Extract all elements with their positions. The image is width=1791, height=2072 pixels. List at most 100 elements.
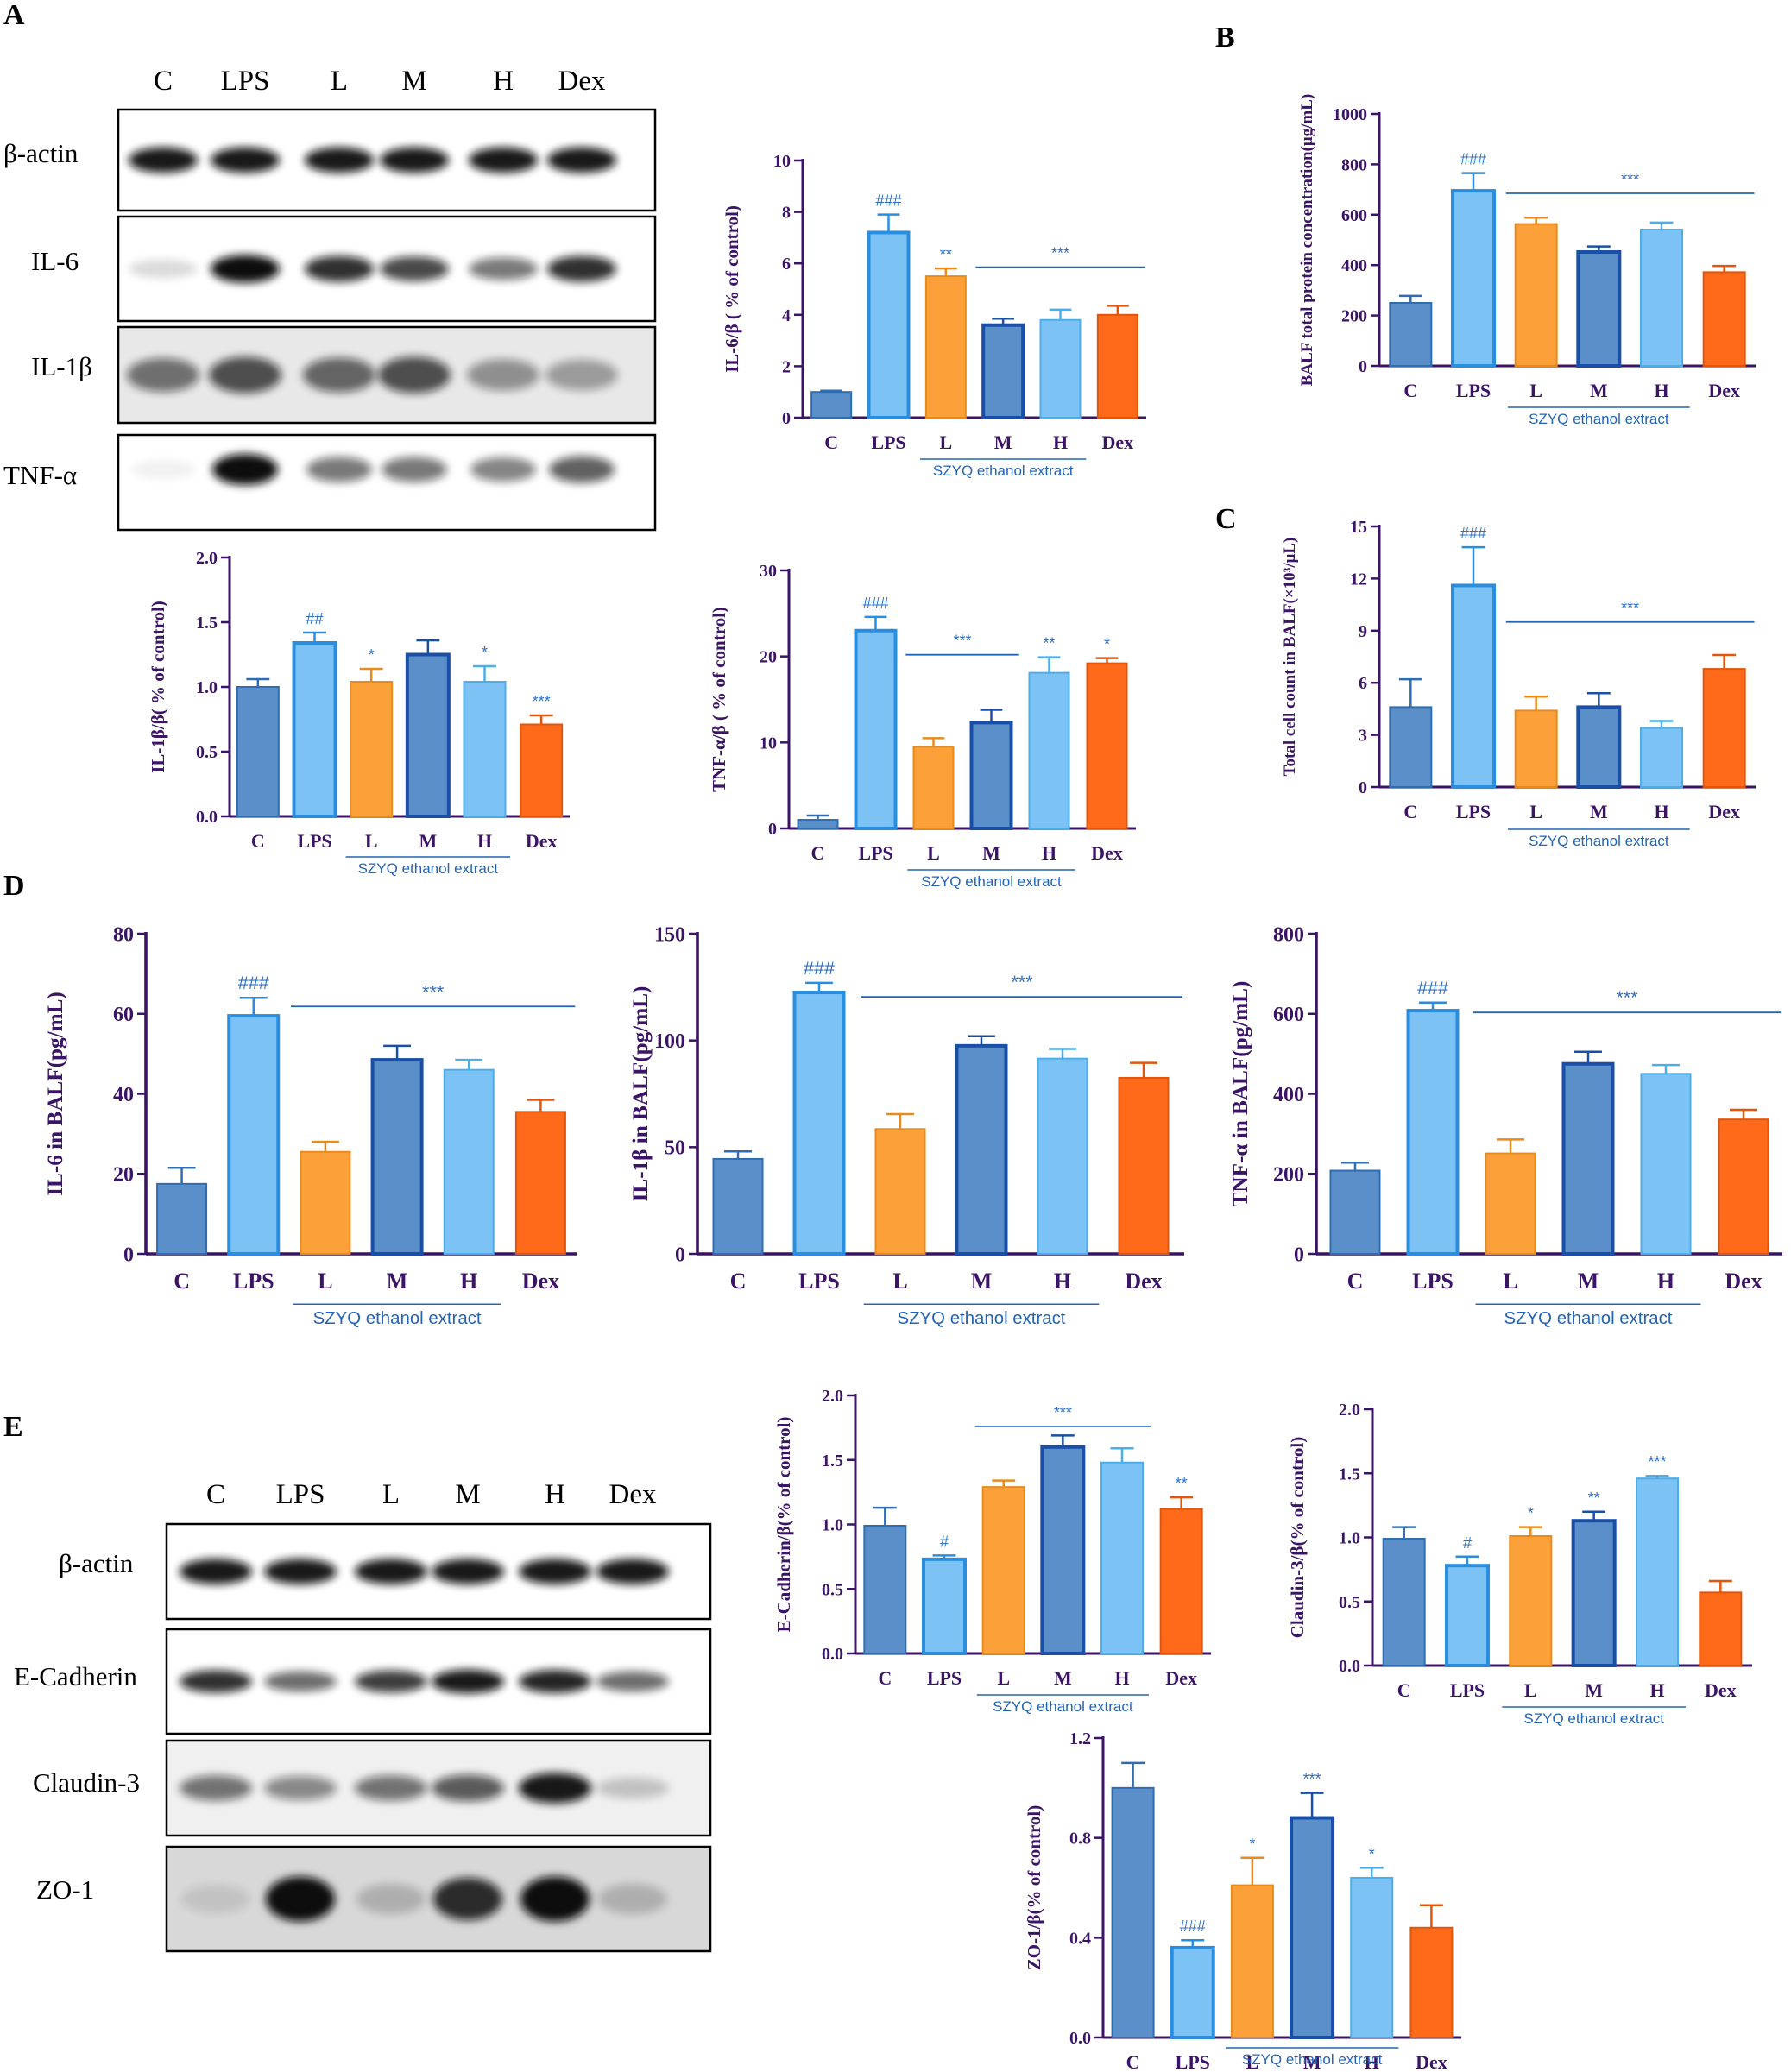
chart-ecad-wb: 0.0 0.5 1.0 1.5 2.0 E-Cadherin/β(% of control… [773, 1387, 1211, 1715]
blot-a-band [130, 459, 196, 480]
panel-label-c: C [1215, 503, 1237, 535]
bar-c [810, 391, 853, 419]
bar-dex [1096, 313, 1138, 419]
y-tick-label: 1.0 [196, 678, 218, 697]
bar-dex [1699, 1591, 1743, 1666]
group-label: SZYQ ethanol extract [921, 873, 1062, 890]
bar-lps [1451, 583, 1496, 789]
category-label-h: H [1654, 380, 1668, 401]
bar-c [1111, 1786, 1155, 2038]
y-axis-title: Claudin-3/β(% of control) [1287, 1437, 1308, 1639]
significance-label: ### [238, 972, 269, 993]
blot-a-band [209, 356, 281, 394]
category-label-h: H [1654, 801, 1668, 822]
y-tick-label: 8 [782, 204, 791, 223]
bar-h [1640, 229, 1683, 368]
bar-c [1389, 706, 1433, 788]
category-label-dex: Dex [526, 830, 558, 852]
category-label-l: L [1246, 2051, 1259, 2072]
category-label-dex: Dex [1708, 380, 1740, 401]
group-label: SZYQ ethanol extract [898, 1309, 1066, 1328]
bar-lps [1406, 1009, 1460, 1256]
blot-a-row-il1b: IL-1β [31, 351, 92, 381]
y-tick-label: 400 [1273, 1084, 1304, 1106]
y-tick-label: 2 [782, 357, 791, 376]
y-tick-label: 20 [760, 648, 777, 667]
blot-a-lane-h: H [493, 66, 514, 97]
blot-e-band [266, 1876, 335, 1922]
blot-e-band [355, 1775, 427, 1801]
significance-label: * [482, 644, 488, 661]
blot-a-band [378, 356, 451, 394]
category-label-h: H [1114, 1667, 1129, 1689]
group-label: SZYQ ethanol extract [1529, 833, 1669, 849]
group-label: SZYQ ethanol extract [933, 463, 1074, 479]
blot-a-band [545, 359, 618, 391]
blot-a-band [211, 147, 280, 173]
group-label: SZYQ ethanol extract [993, 1698, 1133, 1715]
blot-e-band [596, 1777, 669, 1799]
category-label-h: H [1053, 431, 1068, 453]
significance-label: * [1249, 1836, 1255, 1853]
bar-dex [1086, 662, 1128, 830]
bracket-significance-label: *** [1054, 1404, 1072, 1421]
blot-e-bands [165, 1522, 712, 1953]
blot-e-lane-dex: Dex [609, 1479, 657, 1510]
significance-label: ### [804, 957, 835, 979]
category-label-l: L [1524, 1679, 1537, 1701]
bar-c [797, 819, 839, 829]
blot-e-band [519, 1559, 591, 1584]
significance-label: ### [862, 595, 888, 612]
significance-label: ### [875, 192, 901, 210]
bar-l [1230, 1884, 1274, 2039]
group-label: SZYQ ethanol extract [1504, 1309, 1673, 1328]
category-label-l: L [927, 842, 940, 864]
y-tick-label: 1.0 [1339, 1529, 1360, 1548]
chart-tnfa-balf: 0 200 400 600 800 TNF-α in BALF(pg/mL) C ### LPS… [1229, 923, 1782, 1328]
bar-lps [292, 641, 337, 818]
category-label-l: L [892, 1269, 907, 1294]
bar-h [1037, 1057, 1088, 1255]
blot-e-band [355, 1670, 427, 1693]
panel-label-e: E [3, 1411, 23, 1443]
blot-a-lane-lps: LPS [221, 66, 270, 97]
group-label: SZYQ ethanol extract [313, 1309, 482, 1328]
blot-a-band [305, 255, 374, 282]
blot-a-band [382, 457, 447, 482]
chart-zo1-wb: 0.0 0.4 0.8 1.2 ZO-1/β(% of control) C ### LPS *… [1024, 1729, 1461, 2072]
bar-m [1290, 1816, 1335, 2040]
bar-h [443, 1068, 495, 1256]
category-label-m: M [1578, 1269, 1599, 1294]
significance-label: # [1463, 1534, 1472, 1552]
significance-label: ** [1176, 1475, 1188, 1492]
blot-e-row-beta-actin: β-actin [59, 1548, 134, 1578]
significance-label: ### [1460, 151, 1486, 168]
blot-a-band [547, 147, 616, 173]
bar-h [1100, 1461, 1144, 1654]
blot-e-band [433, 1878, 502, 1920]
bar-m [955, 1043, 1008, 1256]
blot-e-lane-lps: LPS [276, 1479, 325, 1510]
chart-il1b-balf: 0 50 100 150 IL-1β in BALF(pg/mL) C ### LPS L M H D… [629, 923, 1184, 1328]
blot-e-band [520, 1876, 590, 1922]
category-label-c: C [1403, 380, 1417, 401]
y-axis-title: E-Cadherin/β(% of control) [773, 1417, 794, 1633]
blot-a-band [469, 257, 538, 280]
chart-cell-count: 0 3 6 9 12 15 Total cell count in BALF(×10³/μL… [1281, 518, 1756, 849]
significance-label: *** [1648, 1453, 1666, 1471]
category-label-dex: Dex [1125, 1269, 1162, 1294]
bar-c [236, 686, 280, 817]
category-label-dex: Dex [522, 1269, 559, 1294]
y-tick-label: 0 [1359, 357, 1367, 376]
group-label: SZYQ ethanol extract [1529, 411, 1669, 427]
y-tick-label: 0 [1359, 778, 1367, 797]
significance-label: * [369, 646, 375, 664]
y-axis-title: ZO-1/β(% of control) [1024, 1805, 1044, 1970]
category-label-lps: LPS [1456, 801, 1491, 822]
y-tick-label: 800 [1341, 155, 1367, 174]
bar-m [981, 323, 1025, 419]
category-label-m: M [1585, 1679, 1603, 1701]
bar-lps [922, 1557, 967, 1655]
y-axis-title: BALF total protein concentration(μg/mL) [1298, 94, 1316, 386]
y-tick-label: 15 [1350, 518, 1367, 537]
